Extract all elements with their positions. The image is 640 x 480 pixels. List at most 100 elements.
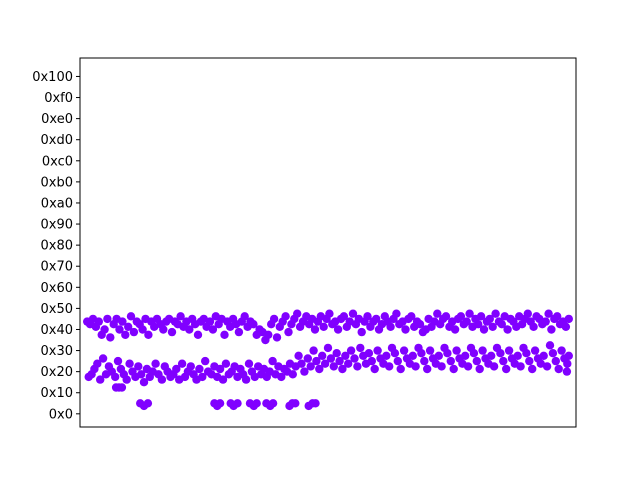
- data-point: [370, 364, 379, 374]
- data-point: [489, 362, 499, 371]
- data-point: [542, 362, 552, 371]
- y-tick-label: 0xd0: [41, 133, 74, 148]
- data-point: [491, 309, 500, 318]
- data-point: [503, 325, 512, 334]
- data-point: [134, 362, 143, 371]
- data-point: [434, 351, 443, 360]
- data-point: [396, 364, 405, 374]
- y-tick-label: 0xa0: [41, 196, 73, 211]
- data-point: [293, 309, 302, 318]
- y-tick-label: 0xf0: [44, 91, 73, 106]
- data-point: [115, 325, 124, 334]
- data-point: [176, 312, 185, 321]
- data-point: [474, 320, 483, 329]
- data-point: [124, 322, 133, 331]
- data-point: [525, 356, 534, 366]
- data-point: [353, 362, 362, 371]
- data-point: [205, 317, 215, 326]
- data-point: [157, 375, 167, 384]
- data-point: [541, 317, 550, 326]
- data-point: [106, 333, 115, 342]
- data-point: [485, 314, 494, 324]
- data-point: [303, 354, 312, 363]
- data-point: [250, 372, 259, 382]
- data-point: [126, 312, 136, 321]
- data-point: [249, 320, 258, 329]
- data-point: [117, 383, 127, 392]
- data-point: [411, 362, 420, 371]
- data-point: [118, 317, 127, 326]
- data-point: [300, 367, 309, 376]
- data-point: [339, 312, 349, 321]
- data-point: [452, 346, 461, 355]
- data-point: [443, 349, 452, 358]
- data-point: [93, 359, 102, 368]
- data-point: [137, 370, 146, 379]
- data-point: [478, 346, 487, 355]
- data-point: [399, 346, 409, 355]
- data-point: [504, 346, 514, 355]
- data-point: [198, 372, 207, 382]
- data-point: [350, 354, 359, 363]
- data-point: [393, 356, 402, 366]
- data-point: [528, 364, 537, 374]
- y-tick-label: 0x100: [32, 70, 73, 85]
- data-point: [536, 359, 545, 368]
- y-tick-label: 0x80: [40, 239, 73, 254]
- data-point: [215, 399, 225, 408]
- data-point: [364, 349, 374, 358]
- data-point: [329, 362, 338, 371]
- data-point: [172, 364, 181, 374]
- data-point: [497, 320, 506, 329]
- data-point: [522, 349, 531, 358]
- data-point: [306, 362, 315, 371]
- data-point: [469, 349, 479, 358]
- data-point: [326, 354, 336, 363]
- data-point: [475, 364, 484, 374]
- data-point: [450, 325, 460, 334]
- data-point: [462, 317, 471, 326]
- data-point: [122, 375, 131, 384]
- data-point: [281, 312, 290, 321]
- y-tick-label: 0x90: [40, 218, 73, 233]
- data-point: [554, 364, 563, 374]
- data-point: [103, 314, 112, 324]
- data-point: [125, 359, 134, 368]
- plot-frame: [79, 57, 577, 428]
- y-tick-label: 0xc0: [42, 154, 73, 169]
- data-point: [96, 375, 105, 384]
- data-point: [348, 309, 358, 318]
- data-point: [356, 343, 365, 353]
- data-point: [529, 322, 538, 331]
- data-point: [415, 320, 425, 329]
- data-point: [309, 346, 318, 355]
- data-point: [557, 346, 566, 355]
- data-point: [513, 351, 522, 360]
- data-point: [476, 312, 486, 321]
- data-point: [193, 330, 203, 339]
- data-point: [407, 312, 416, 321]
- data-point: [547, 325, 556, 334]
- data-point: [151, 359, 160, 368]
- data-point: [221, 359, 231, 368]
- data-point: [220, 330, 229, 339]
- data-point: [461, 351, 470, 360]
- data-point: [323, 343, 333, 353]
- data-point: [244, 359, 254, 368]
- data-point: [294, 351, 303, 360]
- data-point: [386, 322, 395, 331]
- data-point: [233, 399, 242, 408]
- y-tick-label: 0x30: [40, 344, 73, 359]
- y-tick-label: 0x70: [40, 260, 73, 275]
- data-point: [318, 351, 327, 360]
- data-point: [138, 325, 147, 334]
- data-point: [367, 356, 376, 366]
- data-point: [341, 351, 350, 360]
- data-point: [277, 372, 286, 382]
- data-point: [100, 325, 109, 334]
- data-point: [561, 322, 571, 331]
- data-point: [167, 327, 177, 337]
- data-point: [159, 325, 168, 334]
- data-point: [186, 362, 195, 371]
